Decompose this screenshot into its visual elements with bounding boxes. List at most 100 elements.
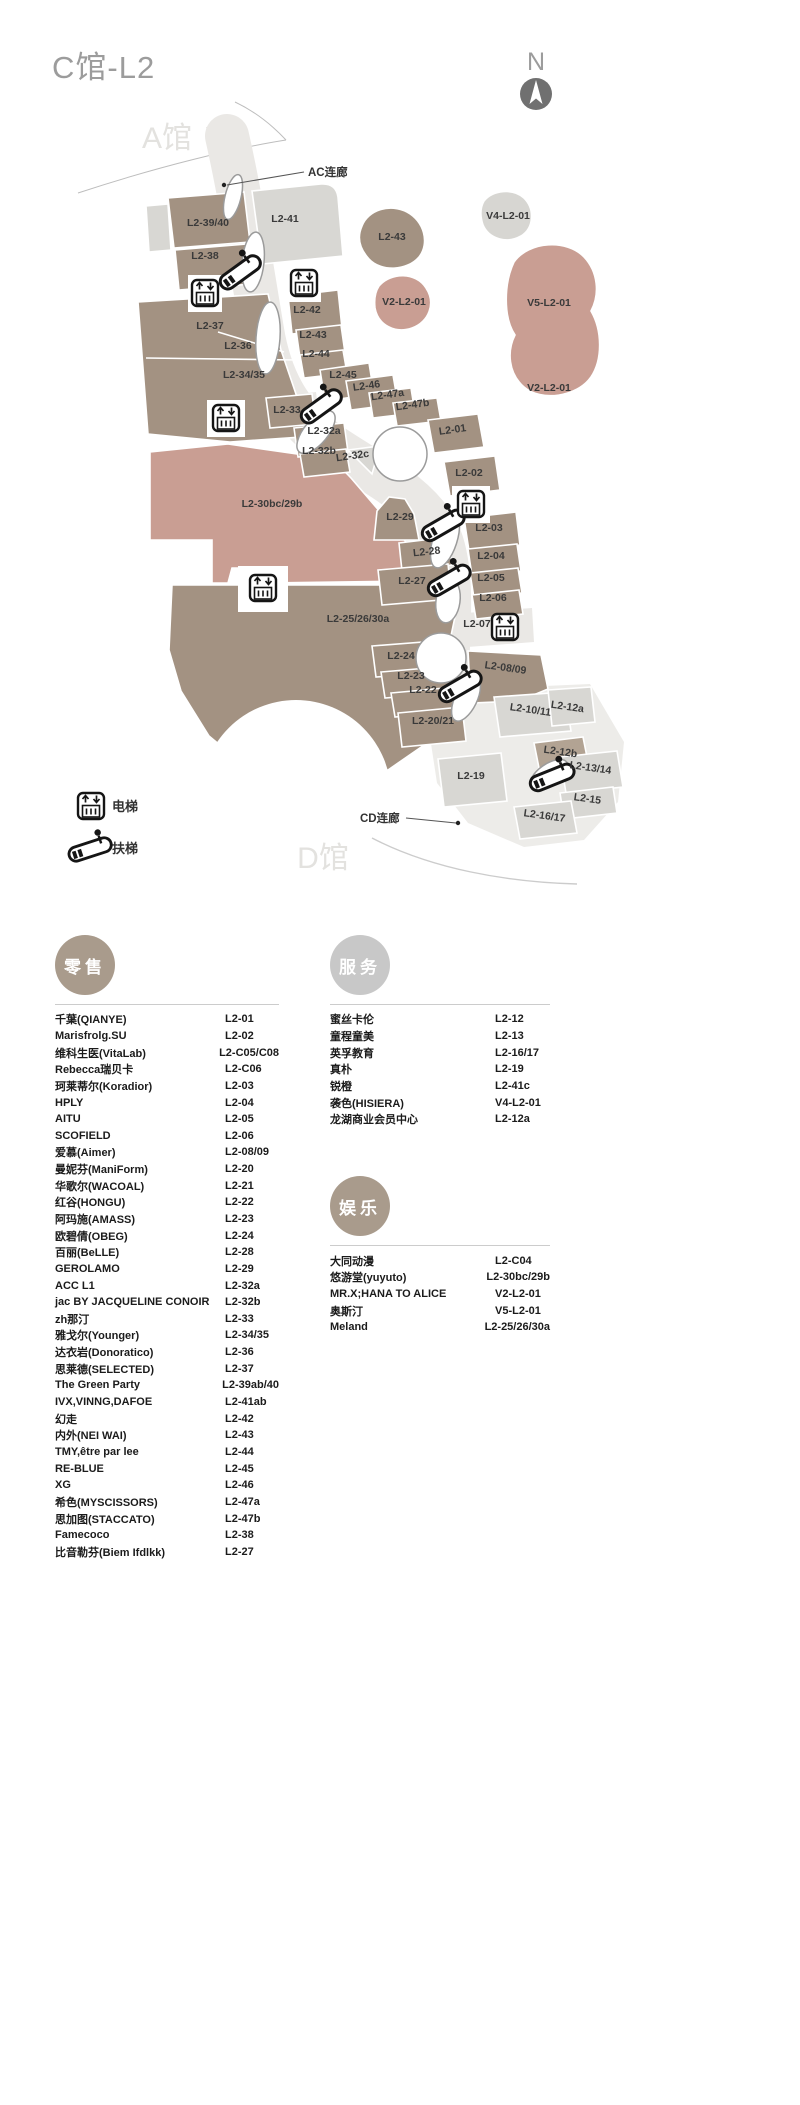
elevator-icon bbox=[456, 489, 486, 519]
unit-code: L2-47b bbox=[225, 1512, 261, 1525]
store-name: Marisfrolg.SU bbox=[55, 1029, 127, 1042]
legend-elevator-label: 电梯 bbox=[112, 799, 138, 814]
directory-row: Rebecca瑞贝卡 L2-C06 bbox=[55, 1061, 279, 1078]
section-divider bbox=[330, 1004, 550, 1005]
map-legend: 电梯 扶梯 bbox=[62, 791, 138, 865]
section-title-circle: 零售 bbox=[55, 935, 115, 995]
store-name: 悠游堂(yuyuto) bbox=[330, 1272, 407, 1285]
unit-code: L2-C06 bbox=[225, 1063, 262, 1076]
store-name: 千葉(QIANYE) bbox=[55, 1014, 127, 1027]
store-name: Famecoco bbox=[55, 1529, 110, 1542]
store-name: XG bbox=[55, 1479, 71, 1492]
directory-row: 龙湖商业会员中心 L2-12a bbox=[330, 1111, 550, 1128]
unit-code: V2-L2-01 bbox=[495, 1288, 541, 1301]
store-name: HPLY bbox=[55, 1096, 84, 1109]
unit-code: L2-47a bbox=[225, 1495, 260, 1508]
cd-corridor-label: CD连廊 bbox=[360, 811, 400, 825]
map-unit-label: L2-07 bbox=[463, 618, 491, 630]
map-unit-label: L2-34/35 bbox=[223, 369, 265, 381]
unit-code: L2-45 bbox=[225, 1462, 254, 1475]
map-unit-label: L2-03 bbox=[475, 522, 503, 534]
directory-row: 雅戈尔(Younger) L2-34/35 bbox=[55, 1327, 279, 1344]
map-unit-block bbox=[145, 203, 172, 253]
map-unit-label: L2-33 bbox=[273, 404, 301, 416]
unit-code: L2-29 bbox=[225, 1262, 254, 1275]
a-hall-boundary-line bbox=[77, 139, 287, 194]
store-name: 幻走 bbox=[55, 1413, 77, 1426]
directory-row: 阿玛施(AMASS) L2-23 bbox=[55, 1211, 279, 1228]
unit-code: L2-06 bbox=[225, 1129, 254, 1142]
unit-code: L2-22 bbox=[225, 1196, 254, 1209]
map-unit-label: L2-32b bbox=[302, 445, 336, 457]
zone-a-label: A馆 bbox=[142, 122, 192, 155]
section-divider bbox=[55, 1004, 279, 1005]
store-name: 曼妮芬(ManiForm) bbox=[55, 1164, 148, 1177]
elevator-icon bbox=[289, 268, 319, 298]
map-unit-label: V2-L2-01 bbox=[382, 296, 426, 308]
unit-code: L2-41c bbox=[495, 1079, 530, 1092]
unit-code: L2-01 bbox=[225, 1013, 254, 1026]
unit-code: V4-L2-01 bbox=[495, 1096, 541, 1109]
unit-code: L2-12 bbox=[495, 1013, 524, 1026]
unit-code: L2-20 bbox=[225, 1163, 254, 1176]
map-unit-label: L2-20/21 bbox=[412, 715, 454, 727]
map-unit-label: V5-L2-01 bbox=[527, 297, 571, 309]
map-unit-label: L2-47b bbox=[395, 397, 430, 414]
map-unit-label: L2-28 bbox=[412, 545, 441, 560]
store-name: 珂莱蒂尔(Koradior) bbox=[55, 1080, 153, 1093]
directory-row: 内外(NEI WAI) L2-43 bbox=[55, 1427, 279, 1444]
directory-row: AITU L2-05 bbox=[55, 1111, 279, 1128]
map-unit-label: L2-08/09 bbox=[484, 659, 527, 677]
escalator-icon bbox=[62, 825, 115, 865]
map-unit-label: L2-32a bbox=[307, 425, 340, 437]
unit-code: L2-43 bbox=[225, 1429, 254, 1442]
section-title-circle: 服务 bbox=[330, 935, 390, 995]
page-title: C馆-L2 bbox=[52, 50, 156, 85]
elevator-icon bbox=[248, 573, 278, 603]
section-retail: 零售 千葉(QIANYE) L2-01 Marisfrolg.SU L2-02 维科生医… bbox=[55, 935, 279, 1560]
store-name: IVX,VINNG,DAFOE bbox=[55, 1396, 153, 1409]
store-name: Rebecca瑞贝卡 bbox=[55, 1064, 134, 1077]
ac-corridor-label: AC连廊 bbox=[308, 165, 348, 179]
map-unit-label: L2-16/17 bbox=[523, 807, 566, 825]
unit-code: L2-36 bbox=[225, 1346, 254, 1359]
store-name: 欧碧倩(OBEG) bbox=[55, 1230, 128, 1243]
map-unit-label: L2-47a bbox=[370, 387, 405, 404]
directory-row: Meland L2-25/26/30a bbox=[330, 1319, 550, 1336]
elevator-icon bbox=[76, 791, 106, 821]
store-name: 思加图(STACCATO) bbox=[55, 1513, 155, 1526]
map-unit-label: L2-36 bbox=[224, 340, 252, 352]
unit-code: L2-30bc/29b bbox=[486, 1271, 550, 1284]
directory-column-right: 服务 蜜丝卡伦 L2-12 童程童美 L2-13 英孚教育 L2-16/17 真朴 L2-19… bbox=[330, 935, 550, 1336]
map-unit-blob bbox=[480, 190, 533, 241]
unit-code: L2-C04 bbox=[495, 1254, 532, 1267]
map-unit-label: L2-37 bbox=[196, 320, 224, 332]
store-name: 红谷(HONGU) bbox=[55, 1197, 126, 1210]
directory-row: HPLY L2-04 bbox=[55, 1094, 279, 1111]
directory-row: 维科生医(VitaLab) L2-C05/C08 bbox=[55, 1044, 279, 1061]
directory-row: 童程童美 L2-13 bbox=[330, 1028, 550, 1045]
directory-row: 曼妮芬(ManiForm) L2-20 bbox=[55, 1161, 279, 1178]
store-name: The Green Party bbox=[55, 1379, 140, 1392]
map-unit-label: L2-24 bbox=[387, 650, 415, 662]
section-rows: 蜜丝卡伦 L2-12 童程童美 L2-13 英孚教育 L2-16/17 真朴 L2-19 锐橙 L… bbox=[330, 1011, 550, 1127]
map-unit-label: L2-43 bbox=[378, 231, 406, 243]
store-name: ACC L1 bbox=[55, 1279, 95, 1292]
d-hall-boundary-line bbox=[371, 837, 578, 885]
elevator-icon bbox=[190, 278, 220, 308]
unit-code: L2-25/26/30a bbox=[484, 1321, 550, 1334]
directory-row: GEROLAMO L2-29 bbox=[55, 1261, 279, 1278]
store-name: 百丽(BeLLE) bbox=[55, 1247, 120, 1260]
directory-row: 袭色(HISIERA) V4-L2-01 bbox=[330, 1094, 550, 1111]
directory-row: 大同动漫 L2-C04 bbox=[330, 1252, 550, 1269]
unit-code: L2-27 bbox=[225, 1545, 254, 1558]
floor-map: L2-39/40 L2-41 L2-38 L2-43 V4-L2-01 V2-L2-01 V… bbox=[62, 48, 624, 890]
store-name: jac BY JACQUELINE CONOIR bbox=[55, 1296, 210, 1309]
directory-row: SCOFIELD L2-06 bbox=[55, 1127, 279, 1144]
map-unit-label: L2-06 bbox=[479, 592, 507, 604]
directory-row: 华歌尔(WACOAL) L2-21 bbox=[55, 1177, 279, 1194]
directory-row: 真朴 L2-19 bbox=[330, 1061, 550, 1078]
store-name: 袭色(HISIERA) bbox=[330, 1097, 404, 1110]
section-title-circle: 娱乐 bbox=[330, 1176, 390, 1237]
map-unit-label: L2-30bc/29b bbox=[242, 498, 303, 510]
